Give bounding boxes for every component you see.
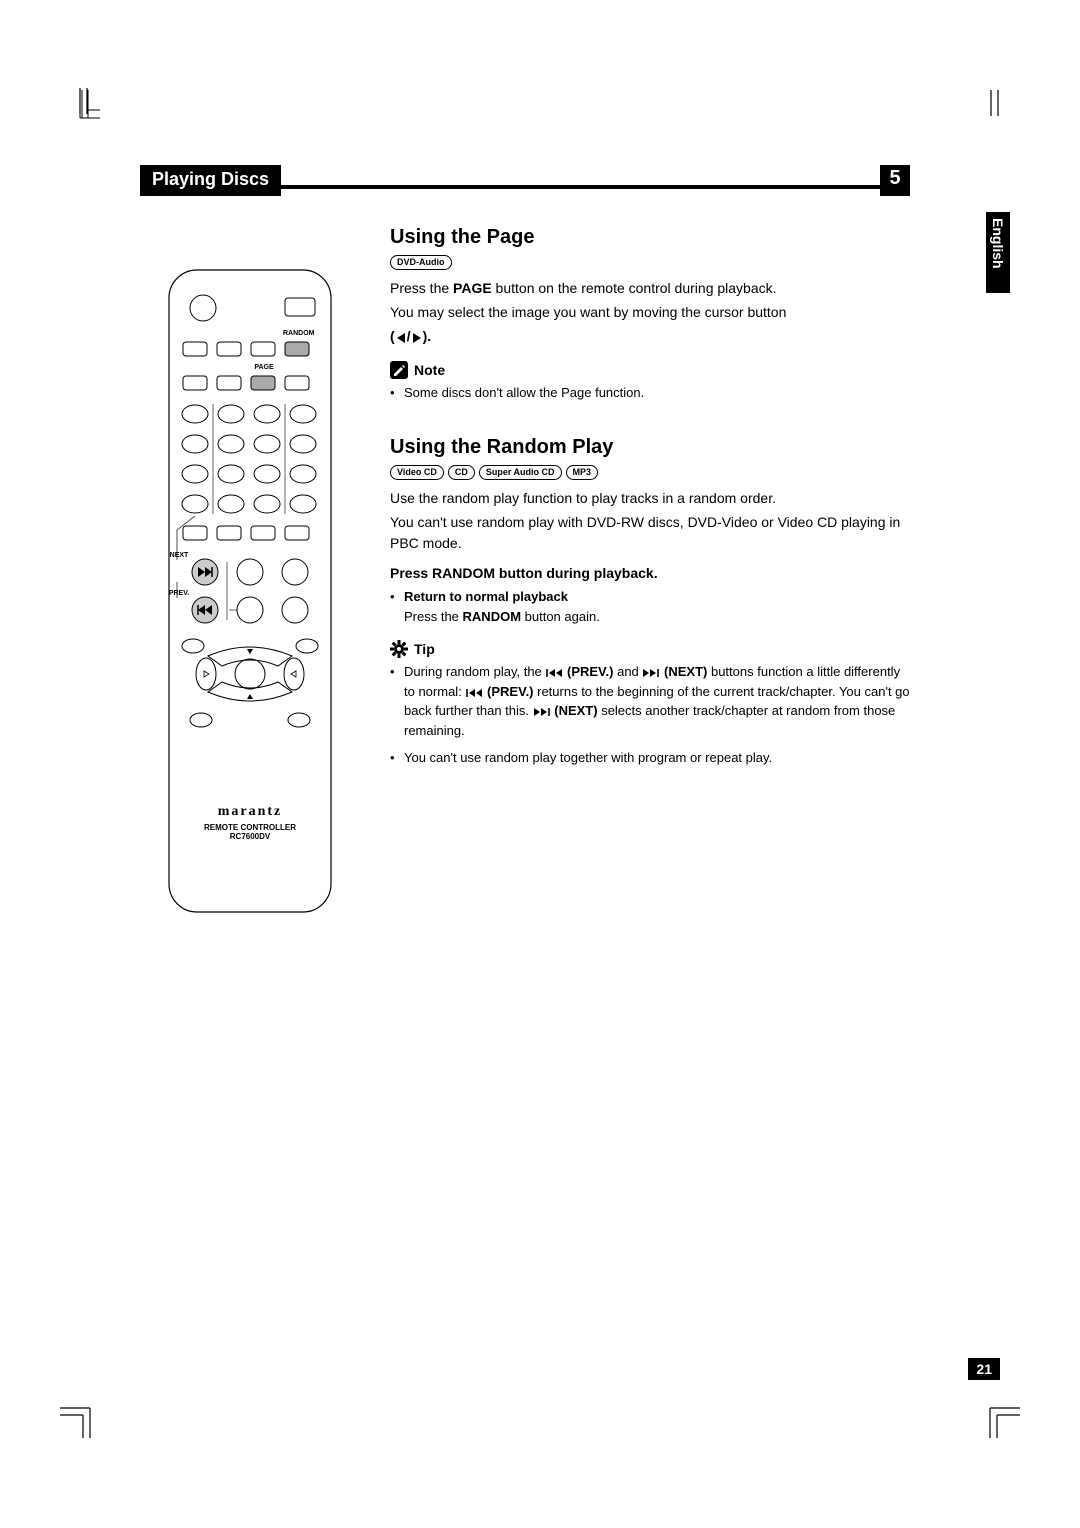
- crop-mark-tl-real: [58, 88, 98, 128]
- section2-title: Using the Random Play: [390, 436, 910, 459]
- remote-illustration: RANDOM PAGE NEXT PREV. marantz REMOTE CO…: [165, 266, 335, 916]
- remote-illustration-column: RANDOM PAGE NEXT PREV. marantz REMOTE CO…: [140, 226, 360, 916]
- section2-sub-item: Return to normal playback Press the RAND…: [390, 587, 910, 626]
- text-column: Using the Page DVD-Audio Press the PAGE …: [390, 226, 910, 916]
- section2-sublist: Return to normal playback Press the RAND…: [390, 587, 910, 626]
- language-tab: English: [986, 212, 1010, 293]
- badge-sacd: Super Audio CD: [479, 465, 562, 480]
- crop-mark-br: [976, 1394, 1020, 1438]
- page-number: 21: [968, 1358, 1000, 1380]
- remote-subtitle: REMOTE CONTROLLERRC7600DV: [165, 823, 335, 842]
- section1-title: Using the Page: [390, 226, 910, 249]
- chapter-header: Playing Discs 5: [140, 165, 910, 196]
- tip-list: During random play, the (PREV.) and (NEX…: [390, 662, 910, 768]
- remote-brand: marantz: [165, 804, 335, 820]
- note-list: Some discs don't allow the Page function…: [390, 383, 910, 403]
- chapter-title: Playing Discs: [140, 165, 281, 196]
- section2-badges: Video CD CD Super Audio CD MP3: [390, 465, 910, 480]
- pencil-icon: [390, 361, 408, 379]
- section1-p3: (/).: [390, 326, 910, 346]
- section2-p1: Use the random play function to play tra…: [390, 488, 910, 508]
- random-label: RANDOM: [283, 330, 313, 337]
- section1-p1: Press the PAGE button on the remote cont…: [390, 278, 910, 298]
- prev-label: PREV.: [167, 590, 191, 597]
- tip-header: Tip: [390, 640, 910, 658]
- gear-icon: [390, 640, 408, 658]
- prev-icon: [545, 668, 563, 678]
- badge-video-cd: Video CD: [390, 465, 444, 480]
- header-rule: [281, 185, 880, 189]
- crop-mark-bl: [60, 1394, 104, 1438]
- tip-item-2: You can't use random play together with …: [390, 748, 910, 768]
- tip-item-1: During random play, the (PREV.) and (NEX…: [390, 662, 910, 740]
- next-icon: [642, 668, 660, 678]
- note-label: Note: [414, 362, 445, 378]
- page-label: PAGE: [249, 364, 279, 371]
- next-label: NEXT: [167, 552, 191, 559]
- page-content: Playing Discs 5: [140, 165, 910, 916]
- tip-label: Tip: [414, 641, 435, 657]
- badge-cd: CD: [448, 465, 475, 480]
- cursor-right-icon: [411, 333, 423, 343]
- note-item: Some discs don't allow the Page function…: [390, 383, 910, 403]
- section1-badges: DVD-Audio: [390, 255, 910, 270]
- badge-mp3: MP3: [566, 465, 599, 480]
- section1-p2: You may select the image you want by mov…: [390, 302, 910, 322]
- crop-mark-tr: [980, 90, 1020, 130]
- badge-dvd-audio: DVD-Audio: [390, 255, 452, 270]
- next-icon: [533, 707, 551, 717]
- section2-p2: You can't use random play with DVD-RW di…: [390, 512, 910, 553]
- prev-icon: [465, 688, 483, 698]
- section2-p3: Press RANDOM button during playback.: [390, 563, 910, 583]
- note-header: Note: [390, 361, 910, 379]
- chapter-number: 5: [880, 165, 910, 196]
- cursor-left-icon: [395, 333, 407, 343]
